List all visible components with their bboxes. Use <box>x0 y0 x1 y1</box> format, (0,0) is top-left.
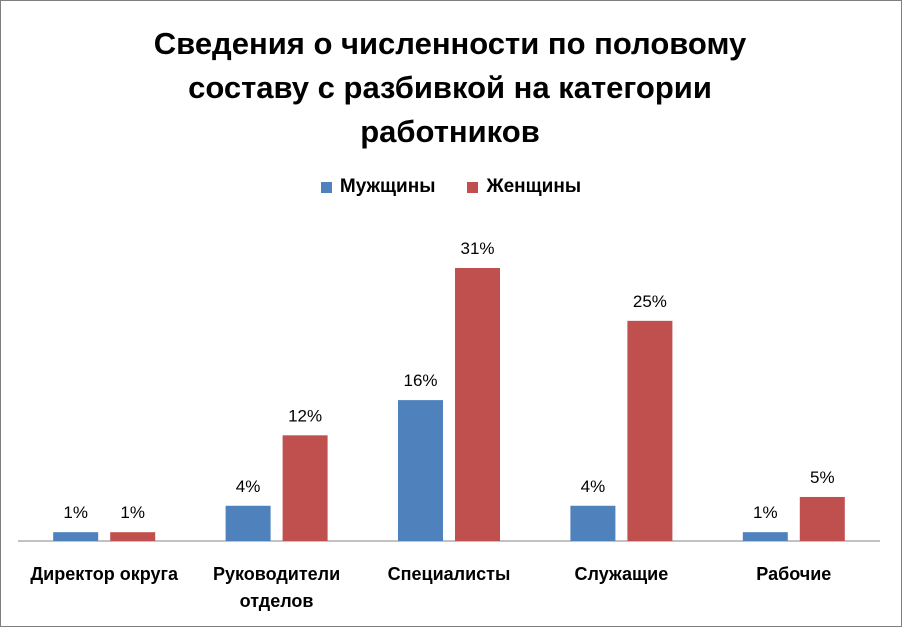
data-label-men-1: 4% <box>236 477 261 496</box>
category-label-2: Специалисты <box>388 564 511 584</box>
legend-label-women: Женщины <box>486 176 582 197</box>
bar-men-1 <box>225 505 271 541</box>
data-label-women-3: 25% <box>633 292 667 311</box>
data-label-women-1: 12% <box>288 406 322 425</box>
legend-item-men: Мужщины <box>320 176 436 198</box>
bar-women-3 <box>627 320 673 541</box>
legend: Мужщины Женщины <box>0 176 902 198</box>
bar-women-0 <box>110 532 156 541</box>
category-label-1: Руководители <box>213 564 340 584</box>
bar-men-3 <box>570 505 616 541</box>
category-label-4: Рабочие <box>756 564 831 584</box>
data-label-men-3: 4% <box>581 477 606 496</box>
bar-men-0 <box>53 532 99 541</box>
data-label-men-2: 16% <box>403 371 437 390</box>
data-label-men-4: 1% <box>753 503 778 522</box>
bar-women-4 <box>799 496 845 541</box>
bar-men-2 <box>398 400 443 541</box>
bar-women-2 <box>455 268 500 541</box>
category-label-3: Служащие <box>575 564 669 584</box>
data-label-women-2: 31% <box>460 239 494 258</box>
bar-women-1 <box>282 435 328 541</box>
category-label-0: Директор округа <box>30 564 179 584</box>
chart-title: Сведения о численности по половому соста… <box>153 26 747 149</box>
data-label-women-4: 5% <box>810 468 835 487</box>
bar-men-4 <box>742 532 788 541</box>
category-label-1-line1: отделов <box>240 591 314 611</box>
data-label-women-0: 1% <box>120 503 145 522</box>
legend-swatch-men <box>320 181 332 193</box>
legend-label-men: Мужщины <box>339 176 436 197</box>
data-label-men-0: 1% <box>63 503 88 522</box>
legend-swatch-women <box>467 181 479 193</box>
legend-item-women: Женщины <box>467 176 581 198</box>
